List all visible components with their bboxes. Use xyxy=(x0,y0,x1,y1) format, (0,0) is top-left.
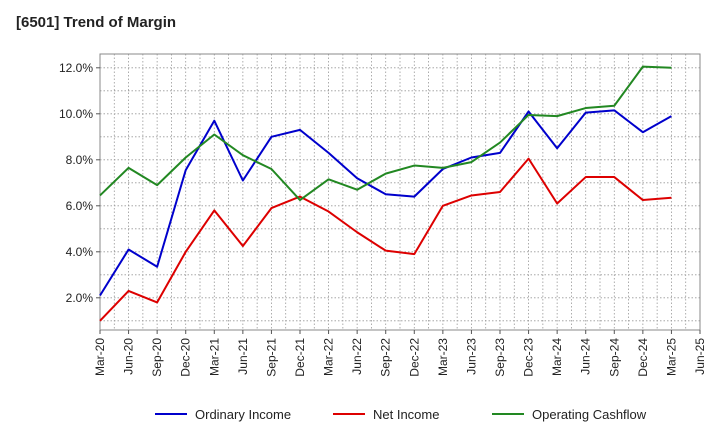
x-tick-label: Jun-20 xyxy=(122,338,136,375)
x-tick-label: Mar-25 xyxy=(664,338,678,376)
series-line-ordinary-income xyxy=(99,109,672,297)
y-tick-label: 8.0% xyxy=(66,153,94,167)
x-tick-label: Mar-24 xyxy=(550,338,564,376)
x-tick-label: Jun-21 xyxy=(236,338,250,375)
legend-label-ordinary-income: Ordinary Income xyxy=(195,407,291,422)
x-tick-label: Dec-24 xyxy=(636,338,650,377)
x-tick-label: Mar-22 xyxy=(322,338,336,376)
x-tick-label: Sep-24 xyxy=(607,338,621,377)
x-tick-label: Mar-21 xyxy=(207,338,221,376)
x-tick-label: Mar-20 xyxy=(93,338,107,376)
grid-lines xyxy=(100,54,700,330)
x-tick-label: Dec-21 xyxy=(293,338,307,377)
x-tick-label: Sep-23 xyxy=(493,338,507,377)
y-tick-label: 4.0% xyxy=(66,245,94,259)
y-tick-label: 12.0% xyxy=(59,61,93,75)
series-line-operating-cashflow xyxy=(99,65,672,202)
x-tick-label: Jun-23 xyxy=(464,338,478,375)
plot-area-border xyxy=(99,53,701,331)
x-tick-label: Dec-22 xyxy=(407,338,421,377)
y-tick-label: 6.0% xyxy=(66,199,94,213)
series-line-net-income xyxy=(99,157,672,322)
legend-label-operating-cashflow: Operating Cashflow xyxy=(532,407,647,422)
x-tick-label: Jun-25 xyxy=(693,338,707,375)
x-tick-label: Sep-20 xyxy=(150,338,164,377)
y-tick-label: 10.0% xyxy=(59,107,93,121)
x-tick-label: Sep-22 xyxy=(379,338,393,377)
x-tick-label: Jun-22 xyxy=(350,338,364,375)
chart-title: [6501] Trend of Margin xyxy=(16,14,177,31)
series-lines xyxy=(99,65,672,322)
y-tick-label: 2.0% xyxy=(66,291,94,305)
y-axis-ticks: 2.0% 4.0% 6.0% 8.0% 10.0% 12.0% xyxy=(59,61,100,305)
legend: Ordinary Income Net Income Operating Cashf… xyxy=(155,407,647,422)
x-axis-ticks: Mar-20 Jun-20 Sep-20 Dec-20 Mar-21 Jun-21 Sep-… xyxy=(93,330,707,377)
x-tick-label: Dec-23 xyxy=(522,338,536,377)
legend-label-net-income: Net Income xyxy=(373,407,439,422)
x-tick-label: Mar-23 xyxy=(436,338,450,376)
x-tick-label: Sep-21 xyxy=(264,338,278,377)
x-tick-label: Jun-24 xyxy=(579,338,593,375)
x-tick-label: Dec-20 xyxy=(179,338,193,377)
